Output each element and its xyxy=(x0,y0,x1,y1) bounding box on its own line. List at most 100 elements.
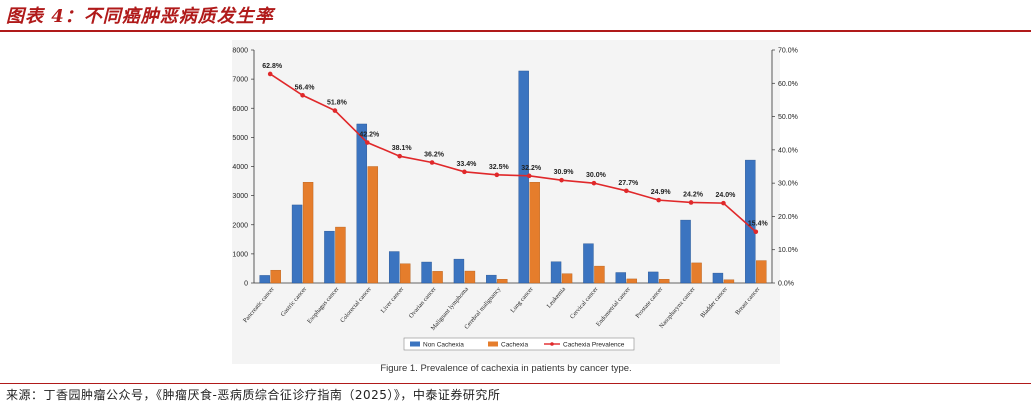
bar-cachexia xyxy=(723,279,735,284)
prevalence-point xyxy=(526,173,532,179)
y-left-tick-label: 7000 xyxy=(232,77,248,84)
bar-cachexia xyxy=(399,263,411,284)
y-right-tick-label: 60.0% xyxy=(778,81,798,88)
bar-non-cachexia xyxy=(486,274,497,284)
bar-non-cachexia xyxy=(518,70,529,284)
prevalence-data-label: 51.8% xyxy=(327,100,348,107)
source-note: 来源：丁香园肿瘤公众号，《肿瘤厌食-恶病质综合征诊疗指南（2025）》，中泰证券… xyxy=(6,388,501,402)
prevalence-data-label: 56.4% xyxy=(295,84,316,91)
prevalence-point xyxy=(332,108,338,113)
bar-cachexia xyxy=(756,260,767,284)
bar-cachexia xyxy=(594,265,605,284)
prevalence-data-label: 30.9% xyxy=(554,169,575,176)
category-label: Lung cancer xyxy=(509,285,535,314)
prevalence-data-label: 42.2% xyxy=(359,132,380,139)
prevalence-point xyxy=(267,71,273,77)
prevalence-point xyxy=(624,188,629,194)
y-right-tick-label: 30.0% xyxy=(778,181,798,188)
legend-label-prevalence: Cachexia Prevalence xyxy=(563,342,625,349)
category-label: Bladder cancer xyxy=(699,285,729,319)
bar-non-cachexia xyxy=(259,275,270,284)
prevalence-data-label: 33.4% xyxy=(457,161,478,168)
prevalence-data-label: 32.2% xyxy=(521,165,542,172)
title-rule xyxy=(0,30,1031,32)
prevalence-data-label: 24.9% xyxy=(651,189,672,196)
legend-box xyxy=(403,337,635,351)
y-left-tick-label: 6000 xyxy=(232,106,248,113)
bar-non-cachexia xyxy=(421,261,432,284)
y-right-tick-label: 70.0% xyxy=(778,48,798,55)
category-label: Breast cancer xyxy=(734,285,762,316)
prevalence-point xyxy=(656,197,661,203)
y-right-tick-label: 0.0% xyxy=(778,281,794,288)
y-right-tick-label: 10.0% xyxy=(778,247,798,254)
category-label: Cervical cancer xyxy=(569,285,600,320)
bar-non-cachexia xyxy=(356,123,368,284)
y-left-tick-label: 2000 xyxy=(232,222,248,229)
bar-non-cachexia xyxy=(712,272,724,284)
prevalence-point xyxy=(494,172,500,178)
bar-cachexia xyxy=(561,273,573,284)
category-label: Gastric cancer xyxy=(279,285,308,318)
source-rule xyxy=(0,383,1031,384)
prevalence-data-label: 36.2% xyxy=(424,152,445,159)
y-left-tick-label: 1000 xyxy=(232,251,248,258)
legend-label-cachexia: Cachexia xyxy=(501,342,528,349)
prevalence-point xyxy=(365,140,370,145)
prevalence-point xyxy=(559,177,564,183)
prevalence-point xyxy=(300,92,305,98)
legend-marker-prevalence xyxy=(550,342,554,346)
bar-cachexia xyxy=(464,270,476,284)
prevalence-data-label: 38.1% xyxy=(392,145,413,152)
prevalence-point xyxy=(721,200,726,206)
category-label: Pancreatic cancer xyxy=(242,285,276,324)
category-label: Esophagus cancer xyxy=(306,285,341,325)
figure-caption: Figure 1. Prevalence of cachexia in pati… xyxy=(380,363,631,374)
bar-cachexia xyxy=(432,271,443,284)
page-title: 图表 4：不同癌肿恶病质发生率 xyxy=(6,6,274,27)
y-left-tick-label: 8000 xyxy=(232,48,248,55)
bar-cachexia xyxy=(529,182,540,284)
y-right-tick-label: 50.0% xyxy=(778,114,798,121)
prevalence-point xyxy=(753,229,759,235)
prevalence-data-label: 15.4% xyxy=(748,221,769,228)
bar-non-cachexia xyxy=(324,230,335,284)
prevalence-data-label: 62.8% xyxy=(262,63,283,70)
category-label: Leukemia xyxy=(546,286,568,310)
category-label: Endometrial cancer xyxy=(595,285,633,328)
bar-non-cachexia xyxy=(550,261,562,284)
bar-cachexia xyxy=(497,279,508,284)
prevalence-data-label: 27.7% xyxy=(618,180,639,187)
y-left-tick-label: 0 xyxy=(244,281,248,288)
bar-non-cachexia xyxy=(291,204,303,284)
prevalence-data-label: 24.0% xyxy=(716,192,737,199)
bar-cachexia xyxy=(335,226,346,284)
bar-non-cachexia xyxy=(647,271,659,284)
bar-non-cachexia xyxy=(615,272,627,284)
bar-cachexia xyxy=(658,279,670,284)
legend-swatch-cachexia xyxy=(488,341,498,347)
category-label: Ovarian cancer xyxy=(408,285,439,320)
bar-non-cachexia xyxy=(388,251,400,284)
y-left-tick-label: 4000 xyxy=(232,164,248,171)
prevalence-line xyxy=(269,73,757,233)
bar-non-cachexia xyxy=(583,243,594,284)
category-label: Prostate cancer xyxy=(634,285,665,320)
y-left-tick-label: 3000 xyxy=(232,193,248,200)
bar-non-cachexia xyxy=(680,219,691,284)
prevalence-data-label: 30.0% xyxy=(586,172,607,179)
legend-label-non-cachexia: Non Cachexia xyxy=(423,342,464,349)
y-right-tick-label: 20.0% xyxy=(778,214,798,221)
bar-cachexia xyxy=(626,278,638,284)
category-label: Liver cancer xyxy=(380,285,406,314)
bar-cachexia xyxy=(691,262,702,284)
prevalence-point xyxy=(591,180,597,186)
bar-non-cachexia xyxy=(453,258,465,284)
prevalence-point xyxy=(688,200,694,205)
category-label: Colorectal cancer xyxy=(339,285,373,324)
prevalence-point xyxy=(429,160,435,165)
y-left-tick-label: 5000 xyxy=(232,135,248,142)
y-right-tick-label: 40.0% xyxy=(778,147,798,154)
prevalence-point xyxy=(462,169,467,175)
